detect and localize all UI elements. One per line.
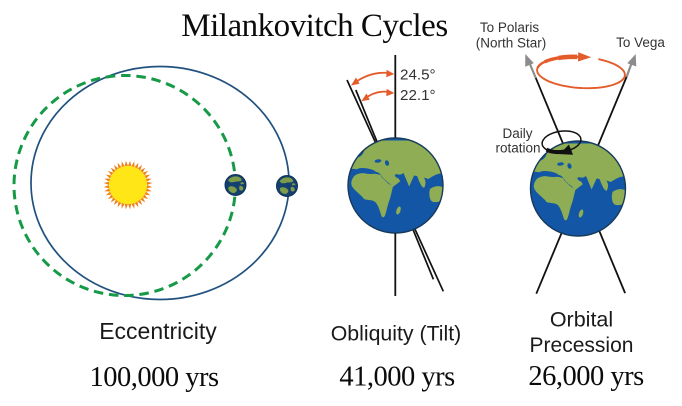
svg-text:26,000 yrs: 26,000 yrs [528, 361, 644, 392]
svg-text:To Vega: To Vega [616, 35, 665, 50]
svg-text:100,000 yrs: 100,000 yrs [89, 362, 218, 393]
svg-text:(North Star): (North Star) [476, 36, 547, 51]
svg-text:Milankovitch Cycles: Milankovitch Cycles [181, 8, 447, 44]
svg-text:24.5°: 24.5° [400, 66, 436, 83]
svg-text:rotation: rotation [495, 141, 540, 156]
svg-text:41,000 yrs: 41,000 yrs [339, 362, 455, 393]
svg-text:Precession: Precession [530, 334, 634, 357]
svg-text:Daily: Daily [502, 126, 532, 141]
svg-text:Eccentricity: Eccentricity [99, 318, 217, 344]
svg-text:22.1°: 22.1° [400, 87, 436, 104]
svg-text:To Polaris: To Polaris [480, 20, 540, 35]
svg-text:Obliquity (Tilt): Obliquity (Tilt) [331, 322, 462, 346]
svg-text:Orbital: Orbital [550, 308, 613, 332]
